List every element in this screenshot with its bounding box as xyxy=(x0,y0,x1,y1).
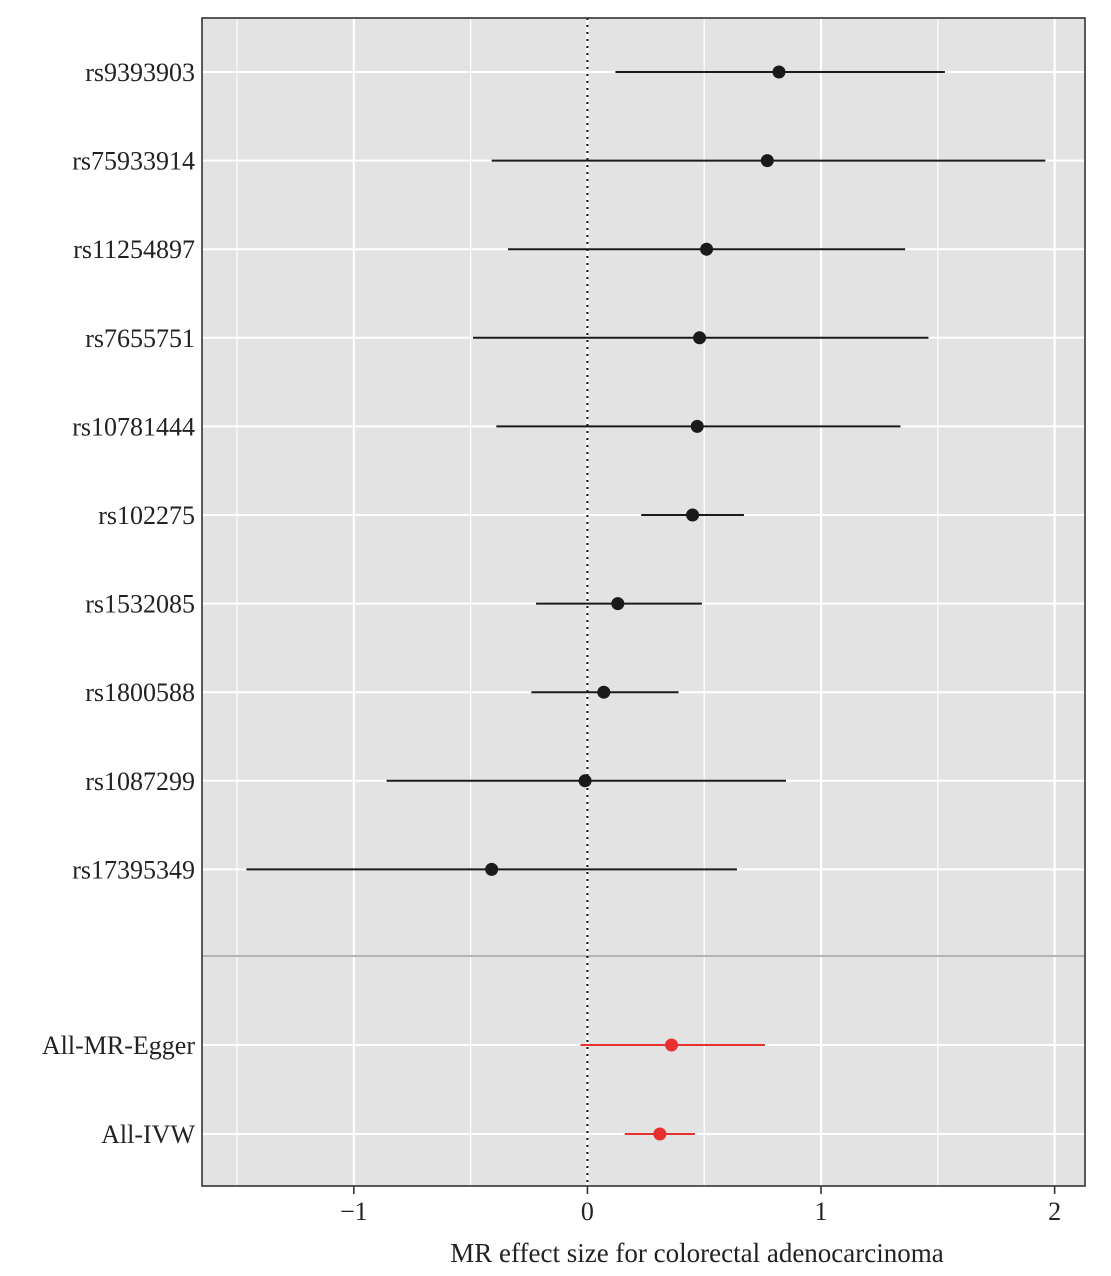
row-label: rs9393903 xyxy=(85,58,195,87)
estimate-point xyxy=(760,154,774,168)
row-label: rs75933914 xyxy=(72,147,195,176)
estimate-point xyxy=(485,862,499,876)
row-label: All-MR-Egger xyxy=(42,1031,195,1060)
vertical-gridlines xyxy=(236,18,1056,1186)
row-label: rs1532085 xyxy=(85,590,195,619)
estimate-point xyxy=(597,685,611,699)
x-axis: −1 0 1 2 xyxy=(340,1186,1061,1226)
row-label: rs1087299 xyxy=(85,767,195,796)
plot-panel xyxy=(202,18,1085,1186)
row-label: All-IVW xyxy=(101,1120,195,1149)
estimate-point xyxy=(653,1127,667,1141)
row-label: rs17395349 xyxy=(72,855,195,884)
estimate-marks xyxy=(246,65,1046,1141)
estimate-point xyxy=(772,65,786,79)
estimate-point xyxy=(578,774,592,788)
x-axis-title: MR effect size for colorectal adenocarci… xyxy=(450,1238,944,1268)
row-labels: rs9393903 rs75933914 rs11254897 rs7655751 rs… xyxy=(42,58,196,1149)
estimate-point xyxy=(611,597,625,611)
plot-panel-border xyxy=(201,17,1086,1187)
row-label: rs102275 xyxy=(98,501,195,530)
estimate-point xyxy=(690,419,704,433)
estimate-point xyxy=(700,242,714,256)
x-tick-label: −1 xyxy=(340,1197,368,1226)
row-label: rs11254897 xyxy=(73,235,195,264)
x-tick-label: 1 xyxy=(815,1197,828,1226)
x-tick-label: 0 xyxy=(581,1197,594,1226)
estimate-point xyxy=(665,1038,679,1052)
row-label: rs7655751 xyxy=(85,324,195,353)
x-tick-label: 2 xyxy=(1048,1197,1061,1226)
estimate-point xyxy=(686,508,700,522)
estimate-point xyxy=(693,331,707,345)
row-label: rs10781444 xyxy=(72,412,195,441)
row-label: rs1800588 xyxy=(85,678,195,707)
